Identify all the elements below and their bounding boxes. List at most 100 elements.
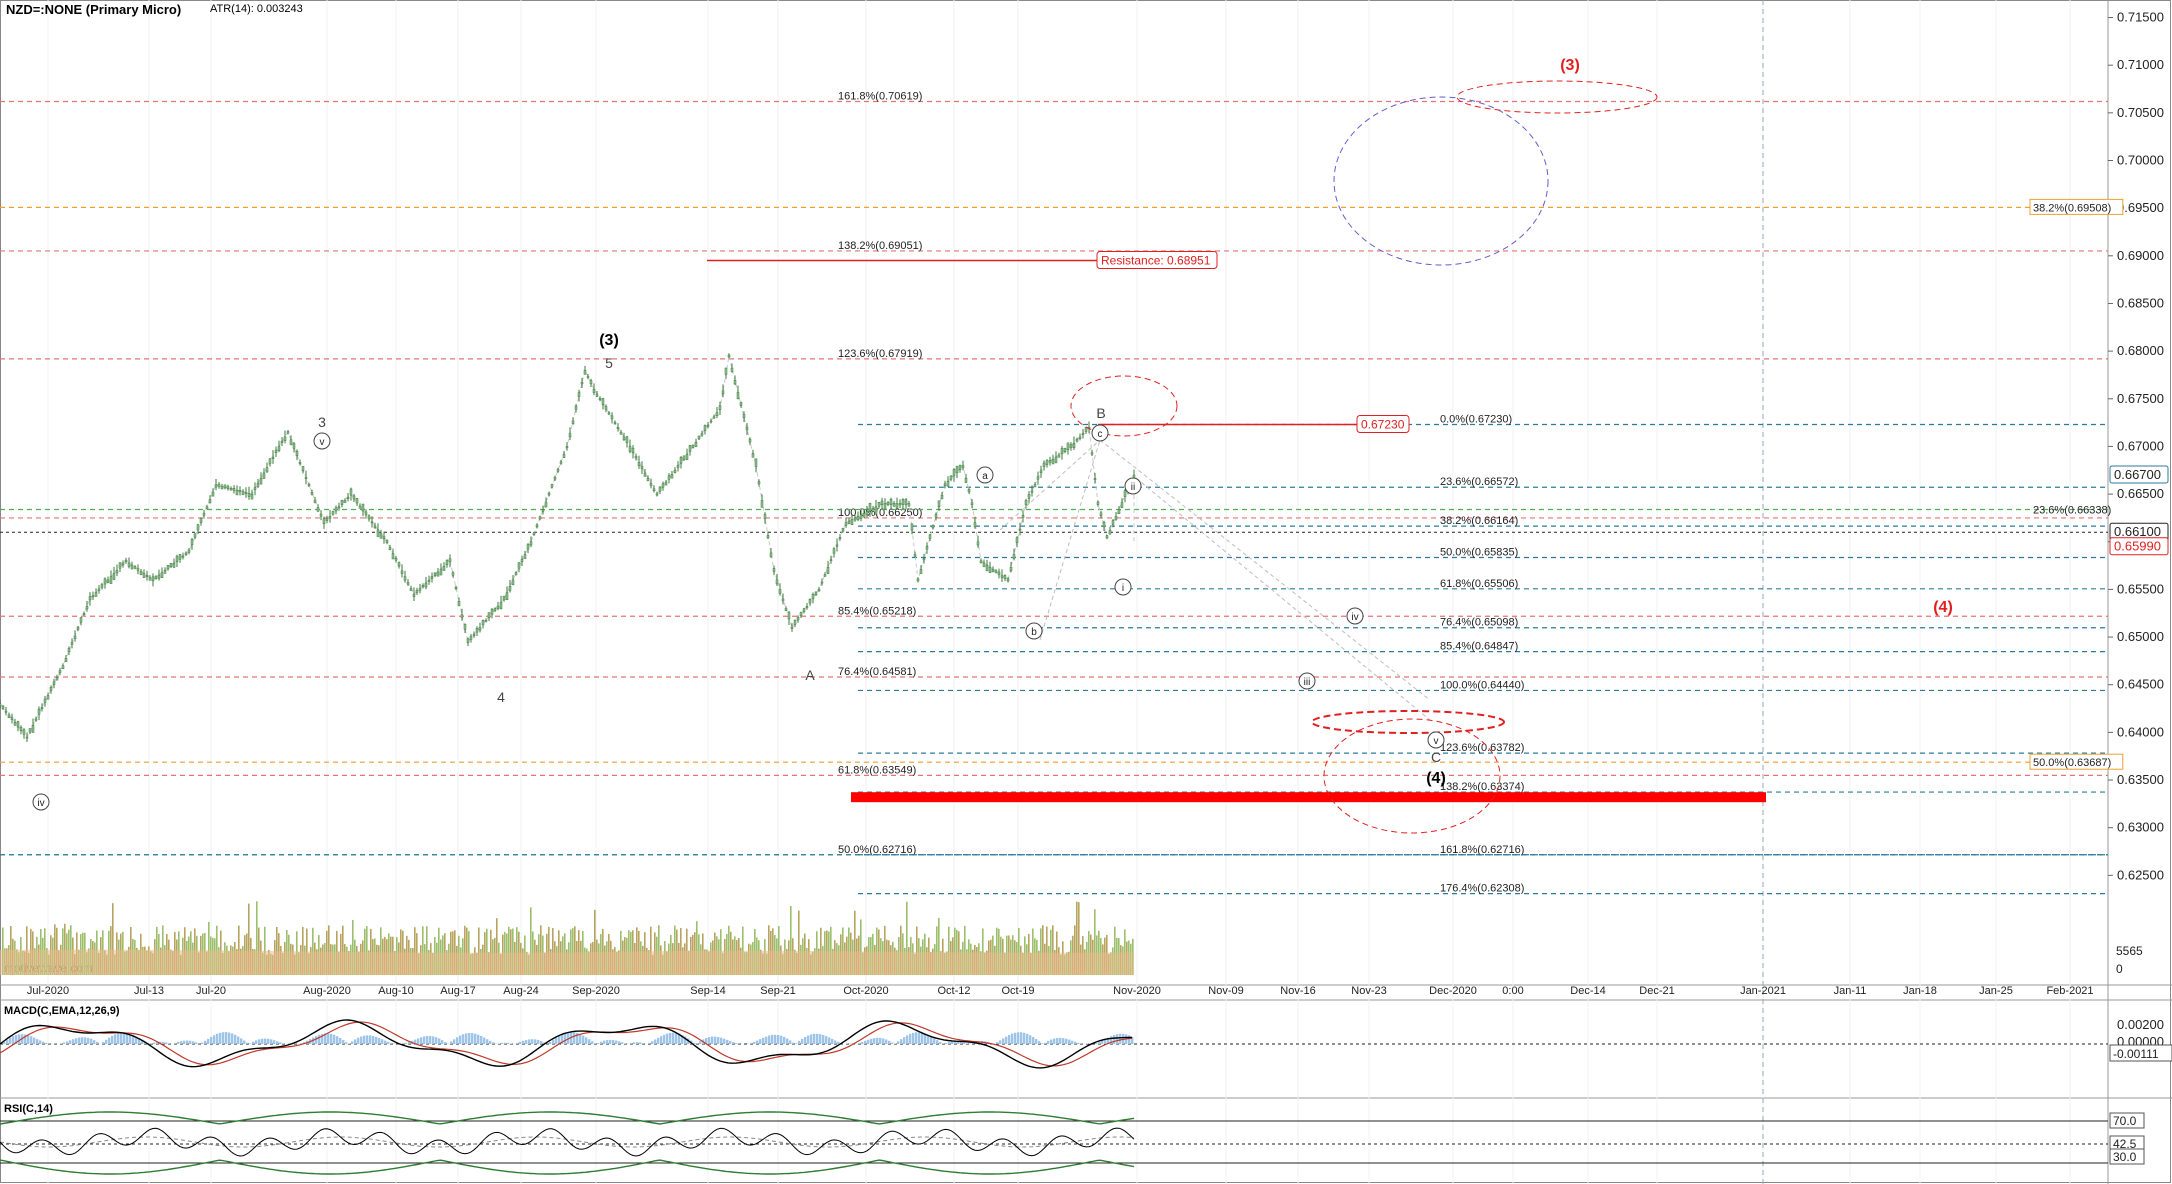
- macd-histogram-bar: [231, 1033, 234, 1044]
- macd-histogram-bar: [336, 1036, 339, 1044]
- macd-histogram-bar: [168, 1043, 171, 1044]
- projection-line: [1099, 439, 1431, 701]
- volume-bar: [798, 910, 800, 975]
- candle-body: [691, 444, 695, 448]
- volume-bar: [352, 920, 354, 975]
- candle-body: [310, 492, 314, 495]
- volume-bar: [998, 928, 1000, 975]
- macd-histogram-bar: [558, 1036, 561, 1044]
- macd-histogram-bar: [222, 1032, 225, 1044]
- volume-bar: [466, 927, 468, 975]
- macd-histogram-bar: [567, 1032, 570, 1044]
- y-tick-label: 0.71500: [2117, 10, 2164, 25]
- rsi-upper-band: [0, 1111, 1135, 1125]
- x-tick-label: Sep-2020: [572, 985, 620, 997]
- macd-histogram-bar: [105, 1039, 108, 1044]
- candle-body: [877, 502, 881, 507]
- macd-histogram-bar: [477, 1034, 480, 1044]
- candle-body: [694, 441, 698, 447]
- macd-histogram-bar: [15, 1035, 18, 1044]
- target-ellipse-3: [1456, 80, 1658, 114]
- candle-body: [493, 608, 497, 611]
- candle-body: [475, 628, 479, 633]
- candle-body: [196, 524, 200, 531]
- candle-body: [205, 506, 209, 510]
- price-tag-label: 0.66700: [2114, 467, 2161, 482]
- candle-body: [478, 627, 482, 631]
- candle-body: [673, 470, 677, 473]
- macd-histogram-bar: [258, 1039, 261, 1044]
- candle-body: [508, 585, 512, 591]
- candle-body: [853, 517, 857, 521]
- macd-histogram-bar: [771, 1034, 774, 1044]
- candle-body: [184, 552, 188, 555]
- candle-body: [874, 506, 878, 515]
- candle-body: [40, 707, 44, 710]
- candle-body: [862, 512, 866, 518]
- candle-body: [805, 606, 809, 608]
- volume-bar: [572, 928, 574, 975]
- macd-histogram-bar: [18, 1034, 21, 1044]
- macd-histogram-bar: [237, 1036, 240, 1044]
- macd-histogram-bar: [873, 1038, 876, 1044]
- macd-histogram-bar: [60, 1043, 63, 1044]
- candle-body: [145, 575, 149, 577]
- candle-body: [73, 635, 77, 640]
- x-tick-label: Dec-21: [1639, 985, 1674, 997]
- x-tick-label: 0:00: [1502, 985, 1523, 997]
- candle-body: [427, 580, 431, 582]
- macd-histogram-bar: [483, 1037, 486, 1044]
- macd-histogram-bar: [1053, 1038, 1056, 1044]
- fib-level-label: 161.8%(0.62716): [1440, 844, 1524, 856]
- macd-histogram-bar: [522, 1040, 525, 1044]
- volume-bar: [238, 925, 240, 975]
- macd-histogram-bar: [381, 1039, 384, 1044]
- macd-histogram-bar: [498, 1043, 501, 1044]
- candle-body: [712, 416, 716, 419]
- y-tick-label: 0.64500: [2117, 677, 2164, 692]
- macd-histogram-bar: [1017, 1032, 1020, 1044]
- macd-histogram-bar: [114, 1034, 117, 1044]
- fib-level-label: 61.8%(0.63549): [838, 764, 916, 776]
- candle-body: [598, 398, 602, 401]
- volume-bar: [64, 923, 66, 975]
- fib-level-label: 161.8%(0.70619): [838, 91, 922, 103]
- macd-histogram-bar: [1020, 1032, 1023, 1044]
- macd-histogram-bar: [357, 1037, 360, 1044]
- candle-body: [622, 436, 626, 440]
- candle-body: [34, 718, 38, 721]
- macd-histogram-bar: [756, 1040, 759, 1044]
- volume-bar: [366, 926, 368, 975]
- candle-body: [430, 576, 434, 579]
- macd-histogram-bar: [528, 1039, 531, 1044]
- fib-level-label: 76.4%(0.64581): [838, 666, 916, 678]
- macd-histogram-bar: [933, 1038, 936, 1044]
- volume-bar: [248, 903, 250, 975]
- wave-circle-marker: [1124, 477, 1142, 495]
- macd-histogram-bar: [108, 1037, 111, 1044]
- macd-histogram-bar: [795, 1043, 798, 1044]
- candle-body: [439, 568, 443, 576]
- volume-bar: [1076, 901, 1078, 975]
- candle-body: [721, 390, 725, 395]
- candle-body: [412, 593, 416, 597]
- candle-body: [727, 354, 731, 358]
- candle-body: [667, 475, 671, 480]
- candle-body: [409, 588, 413, 591]
- macd-histogram-bar: [459, 1035, 462, 1044]
- candle-body: [334, 507, 338, 512]
- volume-bar: [552, 928, 554, 975]
- candle-body: [388, 547, 392, 551]
- x-tick-label: Nov-16: [1280, 985, 1315, 997]
- macd-histogram-bar: [471, 1033, 474, 1044]
- candle-body: [1015, 537, 1019, 544]
- volume-bar: [768, 925, 770, 975]
- macd-histogram-bar: [489, 1040, 492, 1044]
- fib-level-label: 176.4%(0.62308): [1440, 883, 1524, 895]
- candle-body: [1057, 454, 1061, 458]
- candle-body: [535, 524, 539, 528]
- candle-body: [421, 585, 425, 588]
